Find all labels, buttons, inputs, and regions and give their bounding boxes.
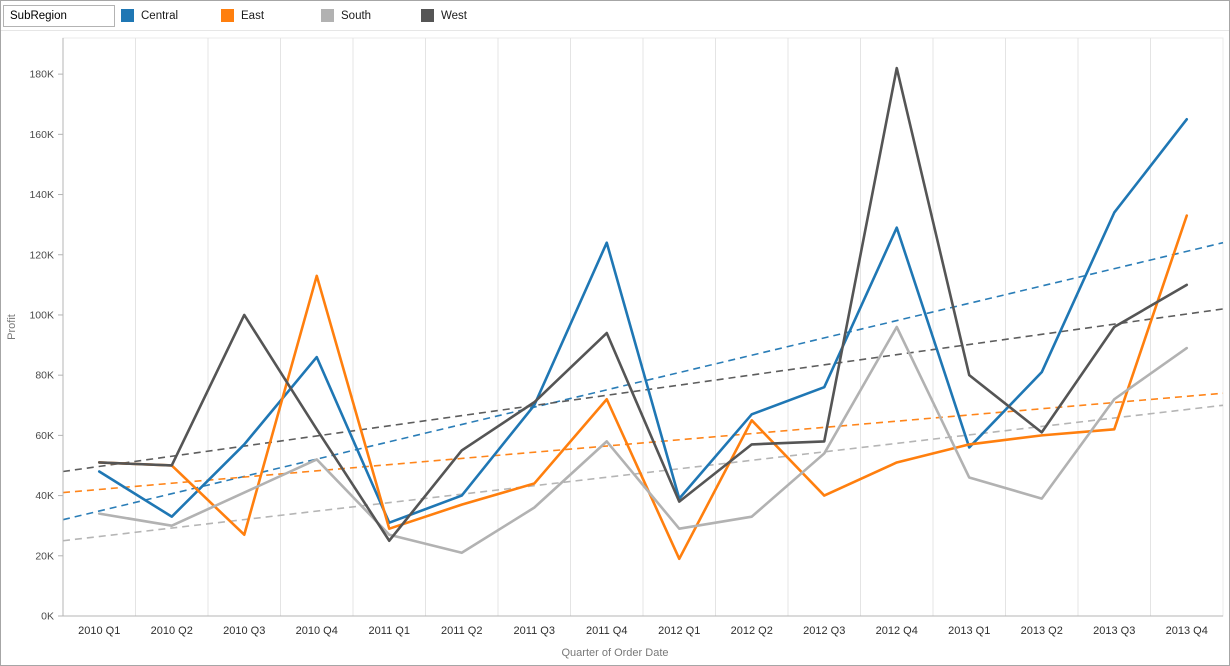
y-tick-label: 100K (29, 309, 54, 321)
x-tick-label: 2013 Q1 (948, 625, 990, 637)
legend-item-label: Central (141, 9, 179, 22)
legend-swatch-east (221, 9, 234, 22)
x-axis-title: Quarter of Order Date (561, 647, 669, 659)
x-tick-label: 2011 Q4 (586, 625, 627, 637)
legend-title: SubRegion (3, 4, 115, 27)
legend-item-west[interactable]: West (421, 9, 521, 22)
trend-line-central[interactable] (62, 241, 1224, 521)
y-tick-label: 40K (35, 490, 54, 502)
x-tick-label: 2010 Q3 (223, 625, 265, 637)
legend-item-label: West (441, 9, 467, 22)
legend-item-label: East (241, 9, 265, 22)
series-line-south[interactable] (97, 325, 1189, 555)
legend-item-label: South (341, 9, 372, 22)
legend-swatch-central (121, 9, 134, 22)
legend-item-east[interactable]: East (221, 9, 321, 22)
series-line-west[interactable] (97, 66, 1189, 543)
x-tick-label: 2013 Q2 (1021, 625, 1063, 637)
y-tick-label: 180K (29, 69, 54, 81)
y-tick-label: 20K (35, 550, 54, 562)
x-tick-label: 2013 Q4 (1166, 625, 1208, 637)
legend-swatch-west (421, 9, 434, 22)
trend-line-south[interactable] (62, 404, 1224, 542)
y-tick-label: 0K (41, 611, 54, 623)
legend-items: Central East South West (121, 9, 521, 22)
x-tick-label: 2012 Q2 (731, 625, 773, 637)
y-tick-label: 80K (35, 370, 54, 382)
x-tick-label: 2012 Q1 (658, 625, 700, 637)
profit-line-chart: 0K 20K 40K 60K 80K 100K 120K 140K 160K 180K 2010 Q… (29, 37, 1224, 637)
x-tick-label: 2012 Q4 (876, 625, 918, 637)
y-tick-label: 60K (35, 430, 54, 442)
legend-swatch-south (321, 9, 334, 22)
y-axis-title: Profit (6, 314, 18, 340)
legend-item-central[interactable]: Central (121, 9, 221, 22)
trend-line-east[interactable] (62, 392, 1224, 494)
y-tick-label: 120K (29, 249, 54, 261)
trend-line-west[interactable] (62, 308, 1224, 473)
x-tick-label: 2013 Q3 (1093, 625, 1135, 637)
legend-bar: SubRegion Central East South West (1, 1, 1229, 31)
x-tick-label: 2010 Q4 (296, 625, 338, 637)
legend-item-south[interactable]: South (321, 9, 421, 22)
x-tick-label: 2010 Q1 (78, 625, 120, 637)
y-tick-label: 140K (29, 189, 54, 201)
chart-region: 0K 20K 40K 60K 80K 100K 120K 140K 160K 180K 2010 Q… (1, 31, 1229, 665)
x-tick-label: 2011 Q3 (514, 625, 555, 637)
y-tick-label: 160K (29, 129, 54, 141)
x-tick-label: 2010 Q2 (151, 625, 193, 637)
series-line-east[interactable] (97, 214, 1189, 561)
x-tick-label: 2011 Q1 (369, 625, 410, 637)
x-tick-label: 2011 Q2 (441, 625, 482, 637)
x-tick-label: 2012 Q3 (803, 625, 845, 637)
